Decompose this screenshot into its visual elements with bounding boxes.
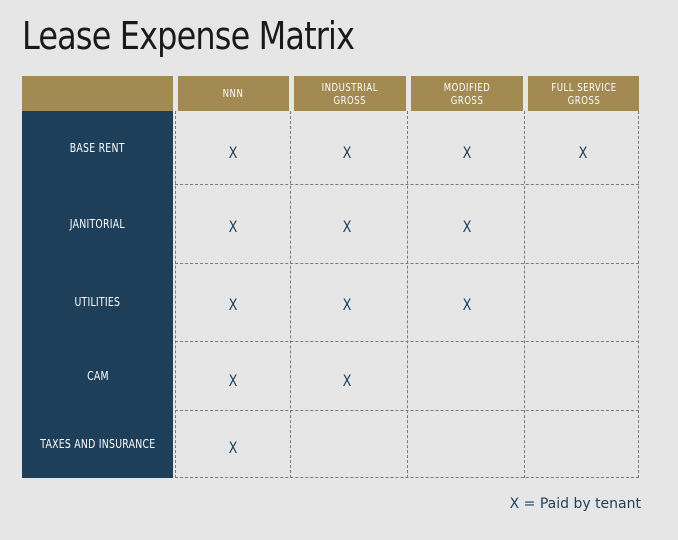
column-header-label: MODIFIED GROSS [443,80,491,107]
grid-line [175,184,639,185]
paid-by-tenant-mark: X [228,438,238,457]
paid-by-tenant-mark: X [228,371,238,390]
matrix-grid: X X X X X X X X X X X X X [175,111,639,478]
paid-by-tenant-mark: X [228,217,238,236]
header-corner-cell [22,76,173,111]
row-label-utilities: UTILITIES [74,295,121,309]
column-header-label: FULL SERVICE GROSS [550,80,617,107]
grid-line [175,341,639,342]
paid-by-tenant-mark: X [342,371,352,390]
paid-by-tenant-mark: X [342,217,352,236]
paid-by-tenant-mark: X [578,143,588,162]
column-header-label: NNN [223,87,244,100]
row-label-janitorial: JANITORIAL [69,216,126,231]
paid-by-tenant-mark: X [342,143,352,162]
column-header-label: INDUSTRIAL GROSS [321,80,379,107]
legend-text: X = Paid by tenant [509,496,641,512]
paid-by-tenant-mark: X [342,295,352,314]
row-label-base-rent: BASE RENT [70,140,125,155]
grid-line [175,263,639,264]
grid-line [175,477,639,478]
paid-by-tenant-mark: X [228,295,238,314]
row-header-panel [22,111,173,478]
paid-by-tenant-mark: X [462,217,472,236]
column-header-industrial-gross: INDUSTRIAL GROSS [294,76,406,111]
column-header-nnn: NNN [178,76,289,111]
paid-by-tenant-mark: X [462,143,472,162]
grid-line [290,111,291,478]
row-label-taxes-and-insurance: TAXES AND INSURANCE [39,437,156,451]
paid-by-tenant-mark: X [228,143,238,162]
grid-line [407,111,408,478]
grid-line [175,410,639,411]
page-title: Lease Expense Matrix [22,14,355,58]
grid-line [175,111,176,478]
row-label-cam: CAM [86,368,109,383]
grid-line [638,111,639,478]
column-header-modified-gross: MODIFIED GROSS [411,76,523,111]
column-header-full-service-gross: FULL SERVICE GROSS [528,76,639,111]
grid-line [524,111,525,478]
paid-by-tenant-mark: X [462,295,472,314]
